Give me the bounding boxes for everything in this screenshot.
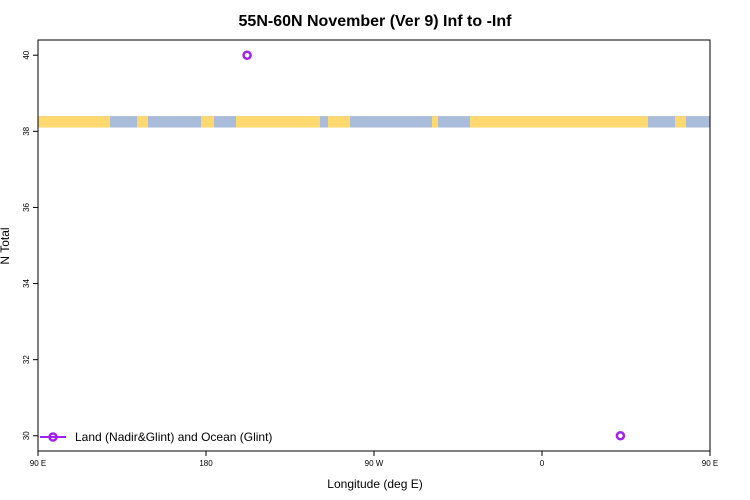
land-segment (201, 116, 214, 128)
x-tick-label: 180 (199, 459, 213, 468)
y-axis-label: N Total (0, 227, 12, 264)
plot-frame (37, 39, 711, 452)
legend-marker (48, 432, 58, 442)
chart-title: 55N-60N November (Ver 9) Inf to -Inf (239, 13, 513, 30)
land-segment (137, 116, 148, 128)
data-point (242, 50, 252, 60)
legend-label: Land (Nadir&Glint) and Ocean (Glint) (75, 430, 272, 444)
land-segment (675, 116, 686, 128)
y-tick-label: 40 (22, 50, 31, 59)
land-segment (38, 116, 110, 128)
y-tick-label: 34 (22, 279, 31, 288)
y-tick-label: 32 (22, 355, 31, 364)
land-segment (236, 116, 320, 128)
map-band-land (38, 116, 686, 128)
data-point (615, 431, 626, 441)
y-tick-label: 30 (22, 431, 31, 440)
x-tick-label: 90 W (365, 459, 384, 468)
land-segment (432, 116, 438, 128)
x-axis-label: Longitude (deg E) (327, 477, 422, 491)
land-segment (470, 116, 648, 128)
data-points (242, 50, 626, 441)
map-band (38, 116, 710, 128)
y-tick-label: 36 (22, 202, 31, 211)
x-tick-label: 90 E (30, 459, 46, 468)
map-band-ocean (38, 116, 710, 128)
x-tick-label: 0 (540, 459, 545, 468)
y-tick-label: 38 (22, 126, 31, 135)
y-axis: 30 32 34 36 38 40 (22, 50, 38, 440)
legend: Land (Nadir&Glint) and Ocean (Glint) (40, 430, 272, 444)
x-axis: 90 E 180 90 W 0 90 E (30, 451, 718, 468)
land-segment (328, 116, 350, 128)
x-tick-label: 90 E (702, 459, 718, 468)
